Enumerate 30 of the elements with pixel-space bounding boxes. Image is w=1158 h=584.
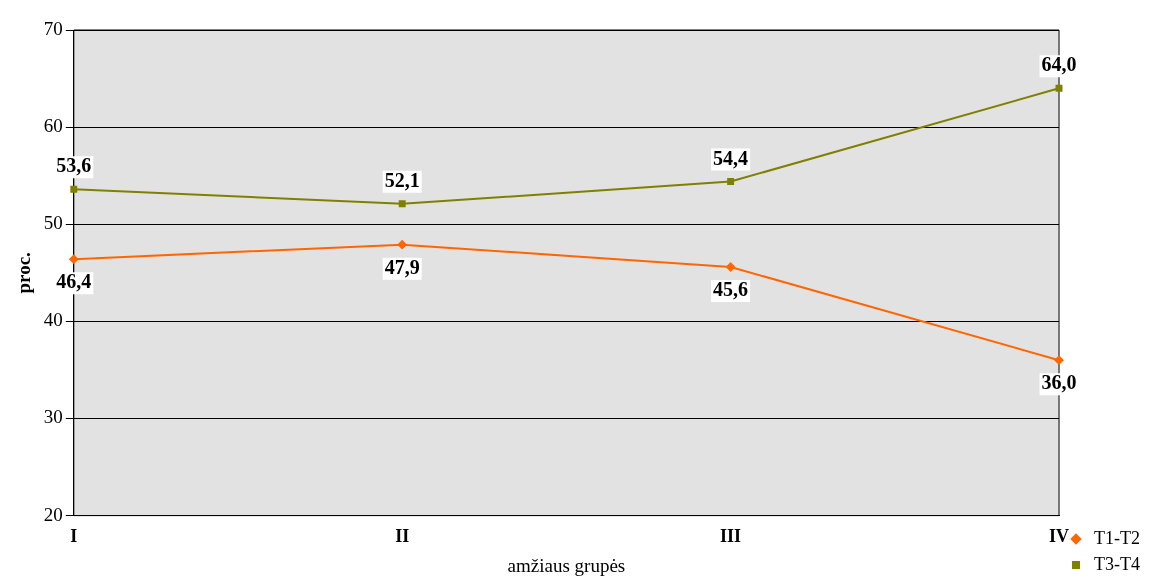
data-label: 53,6 (56, 154, 92, 177)
point (726, 262, 736, 272)
point (727, 178, 735, 185)
x-tick-label: I (70, 526, 78, 547)
legend-label: T3-T4 (1094, 553, 1140, 574)
point (70, 185, 78, 193)
x-tick-label: II (395, 526, 410, 547)
data-label: 47,9 (384, 255, 420, 278)
point (397, 240, 407, 250)
point (398, 200, 406, 208)
y-tick-label: 20 (43, 503, 63, 525)
point (1054, 355, 1064, 365)
legend-label: T1-T2 (1094, 527, 1140, 548)
data-label: 64,0 (1041, 53, 1077, 76)
data-label: 54,4 (713, 146, 749, 169)
x-axis-title: amžiaus grupės (507, 554, 626, 576)
y-tick-label: 60 (43, 115, 63, 137)
y-tick-label: 70 (43, 17, 63, 39)
y-tick-label: 40 (43, 309, 63, 331)
point (69, 254, 79, 264)
x-tick-label: III (720, 526, 742, 547)
data-label: 45,6 (713, 278, 749, 301)
x-tick-label: IV (1049, 526, 1070, 547)
y-axis-title: proc. (13, 252, 35, 294)
y-tick-label: 30 (43, 406, 63, 428)
data-label: 52,1 (384, 169, 420, 192)
data-label: 36,0 (1041, 371, 1077, 394)
point (1055, 84, 1063, 92)
data-label: 46,4 (56, 270, 92, 293)
y-tick-label: 50 (43, 212, 63, 234)
